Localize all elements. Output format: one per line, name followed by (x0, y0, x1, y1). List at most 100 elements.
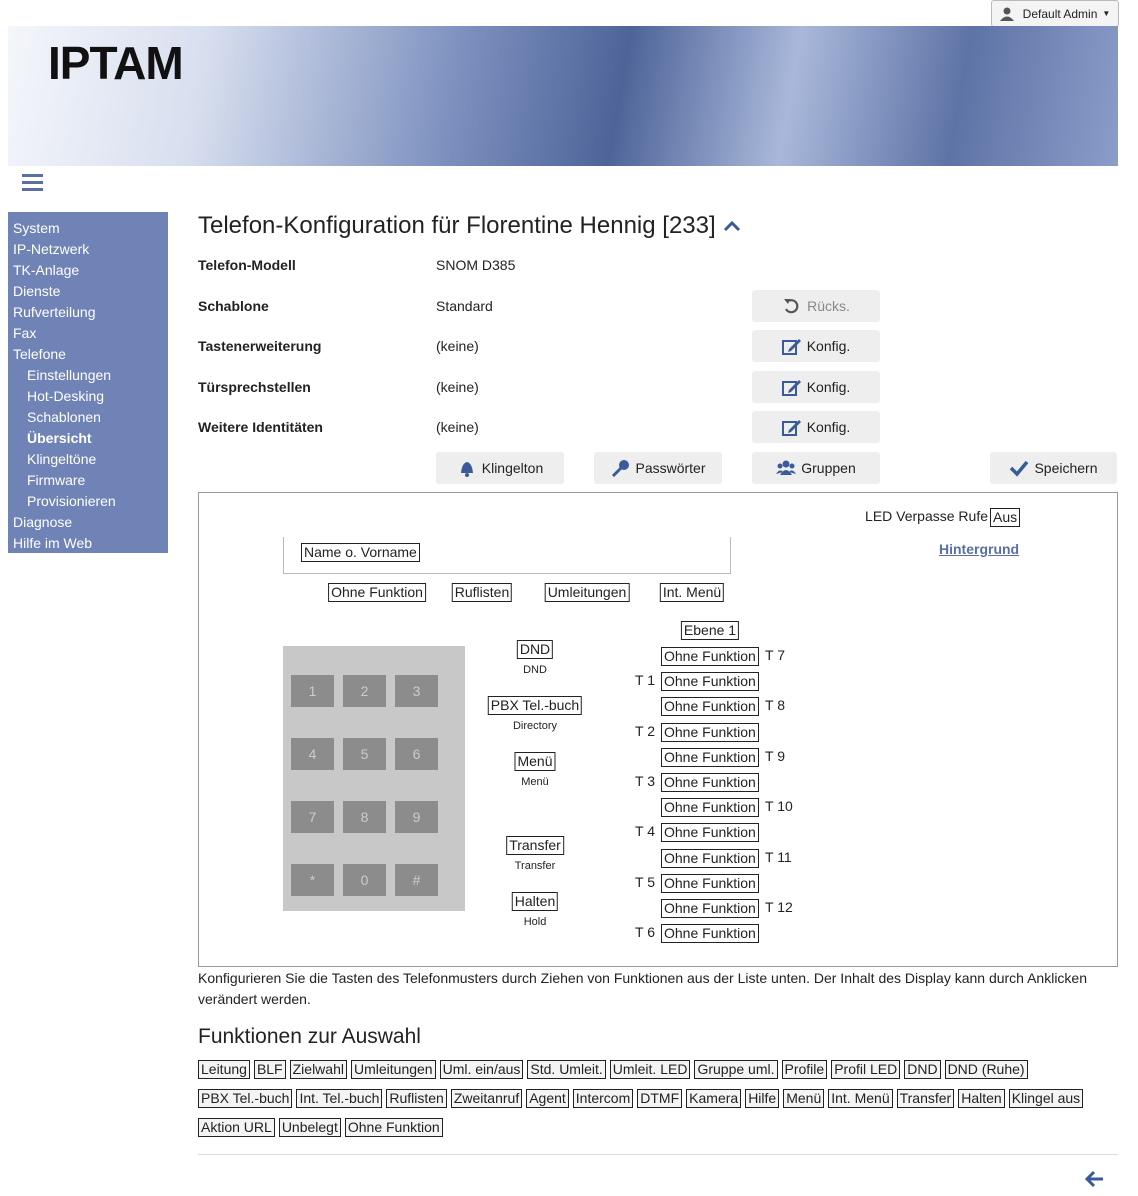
keypad-key[interactable]: 7 (291, 801, 334, 833)
function-chip[interactable]: Umleit. LED (609, 1060, 691, 1079)
nav-item[interactable]: TK-Anlage (13, 262, 80, 278)
function-chip[interactable]: Klingel aus (1008, 1089, 1084, 1108)
back-arrow[interactable] (1085, 1170, 1105, 1188)
function-chip[interactable]: DND (904, 1060, 941, 1079)
nav-item[interactable]: Einstellungen (27, 367, 112, 383)
line-key[interactable]: Ohne Funktion (661, 672, 759, 692)
keypad-key[interactable]: 6 (395, 738, 438, 770)
function-chip[interactable]: DND (Ruhe) (944, 1060, 1028, 1079)
function-chip[interactable]: Intercom (572, 1089, 634, 1108)
function-chip[interactable]: Profil LED (831, 1060, 901, 1079)
field-label: Türsprechstellen (198, 379, 311, 395)
function-chip[interactable]: Umleitungen (350, 1060, 436, 1079)
function-chip[interactable]: Unbelegt (278, 1118, 341, 1137)
line-key[interactable]: Ohne Funktion (661, 773, 759, 792)
function-chip[interactable]: Halten (958, 1089, 1005, 1108)
softkey[interactable]: Umleitungen (544, 583, 630, 602)
action-button[interactable]: Klingelton (436, 452, 564, 484)
nav-item[interactable]: Telefone (13, 346, 66, 362)
function-chip[interactable]: BLF (253, 1060, 286, 1079)
line-key[interactable]: Ohne Funktion (661, 798, 759, 818)
function-chip[interactable]: DTMF (637, 1089, 683, 1108)
keypad-key[interactable]: 1 (291, 675, 334, 707)
nav-item[interactable]: Fax (13, 325, 37, 341)
nav-item[interactable]: Firmware (27, 472, 86, 488)
keypad-key[interactable]: 9 (395, 801, 438, 833)
keypad-key[interactable]: 5 (343, 738, 386, 770)
function-chip[interactable]: Profile (781, 1060, 828, 1079)
nav-item[interactable]: Hilfe im Web (13, 535, 93, 551)
field-button[interactable]: Konfig. (752, 411, 880, 443)
nav-item[interactable]: IP-Netzwerk (13, 241, 90, 257)
display (283, 537, 731, 574)
nav-item[interactable]: Klingeltöne (27, 451, 97, 467)
function-chip[interactable]: PBX Tel.-buch (198, 1089, 293, 1108)
keypad-key[interactable]: 2 (343, 675, 386, 707)
line-key[interactable]: Ohne Funktion (661, 747, 759, 767)
nav-item[interactable]: Diagnose (13, 514, 73, 530)
hamburger[interactable] (22, 173, 44, 193)
action-button[interactable]: Gruppen (752, 452, 880, 484)
keypad-key[interactable]: * (291, 864, 334, 896)
softkey[interactable]: Int. Menü (659, 583, 725, 602)
function-chip[interactable]: Ruflisten (386, 1089, 447, 1108)
function-key[interactable]: DND (516, 640, 554, 659)
field-button[interactable]: Rücks. (752, 290, 880, 322)
function-caption: Directory (512, 720, 558, 732)
keypad-key[interactable]: 8 (343, 801, 386, 833)
function-chip[interactable]: Ohne Funktion (344, 1118, 443, 1137)
line-key[interactable]: Ohne Funktion (661, 899, 759, 918)
function-key[interactable]: Menü (514, 752, 556, 771)
function-chip[interactable]: Agent (526, 1089, 569, 1108)
background-link[interactable]: Hintergrund (939, 541, 1020, 557)
function-chip[interactable]: Int. Menü (828, 1089, 893, 1108)
function-key[interactable]: PBX Tel.-buch (487, 696, 583, 715)
function-chip[interactable]: Menü (783, 1089, 825, 1108)
line-key[interactable]: Ohne Funktion (661, 647, 759, 666)
action-button[interactable]: Passwörter (594, 452, 722, 484)
field-button[interactable]: Konfig. (752, 371, 880, 403)
keypad-key[interactable]: # (395, 864, 438, 896)
collapse-icon[interactable] (722, 219, 742, 233)
keypad-key[interactable]: 3 (395, 675, 438, 707)
function-chip[interactable]: Hilfe (745, 1089, 780, 1108)
function-chip[interactable]: Leitung (198, 1060, 250, 1079)
user-menu[interactable]: Default Admin ▼ (991, 0, 1119, 27)
nav-item[interactable]: Provisionieren (27, 493, 116, 509)
function-chip[interactable]: Kamera (686, 1089, 742, 1108)
line-key[interactable]: Ohne Funktion (661, 848, 759, 868)
icon (776, 460, 797, 475)
function-chip[interactable]: Uml. ein/aus (439, 1060, 524, 1079)
softkey[interactable]: Ruflisten (451, 583, 513, 602)
action-button[interactable]: Speichern (990, 452, 1117, 484)
user-name: Default Admin (1022, 6, 1098, 21)
line-key[interactable]: Ohne Funktion (661, 823, 759, 843)
nav-item[interactable]: Dienste (13, 283, 61, 299)
function-chip[interactable]: Transfer (896, 1089, 955, 1108)
function-chip[interactable]: Zweitanruf (450, 1089, 523, 1108)
function-chip[interactable]: Std. Umleit. (527, 1060, 606, 1079)
line-key[interactable]: Ohne Funktion (661, 722, 759, 742)
line-key[interactable]: Ohne Funktion (661, 697, 759, 717)
keypad-key[interactable]: 0 (343, 864, 386, 896)
nav-item[interactable]: Rufverteilung (13, 304, 96, 320)
keypad-key[interactable]: 4 (291, 738, 334, 770)
function-chip[interactable]: Gruppe uml. (694, 1060, 778, 1079)
function-key[interactable]: Transfer (506, 836, 564, 855)
function-chip[interactable]: Aktion URL (198, 1118, 275, 1137)
softkey[interactable]: Ohne Funktion (328, 583, 426, 602)
field-button[interactable]: Konfig. (752, 330, 880, 362)
level[interactable]: Ebene 1 (680, 621, 740, 640)
nav-item[interactable]: Schablonen (27, 409, 101, 425)
nav-item[interactable]: Übersicht (27, 430, 92, 446)
nav-item[interactable]: Hot-Desking (27, 388, 105, 404)
nav-item[interactable]: System (13, 220, 60, 236)
line-key[interactable]: Ohne Funktion (661, 924, 759, 944)
banner: IPTAM (8, 26, 1118, 166)
line-key[interactable]: Ohne Funktion (661, 873, 759, 893)
display-text[interactable]: Name o. Vorname (301, 543, 420, 562)
function-chip[interactable]: Int. Tel.-buch (296, 1089, 383, 1108)
function-key[interactable]: Halten (511, 892, 559, 911)
led-value[interactable]: Aus (990, 508, 1021, 527)
function-chip[interactable]: Zielwahl (289, 1060, 347, 1079)
